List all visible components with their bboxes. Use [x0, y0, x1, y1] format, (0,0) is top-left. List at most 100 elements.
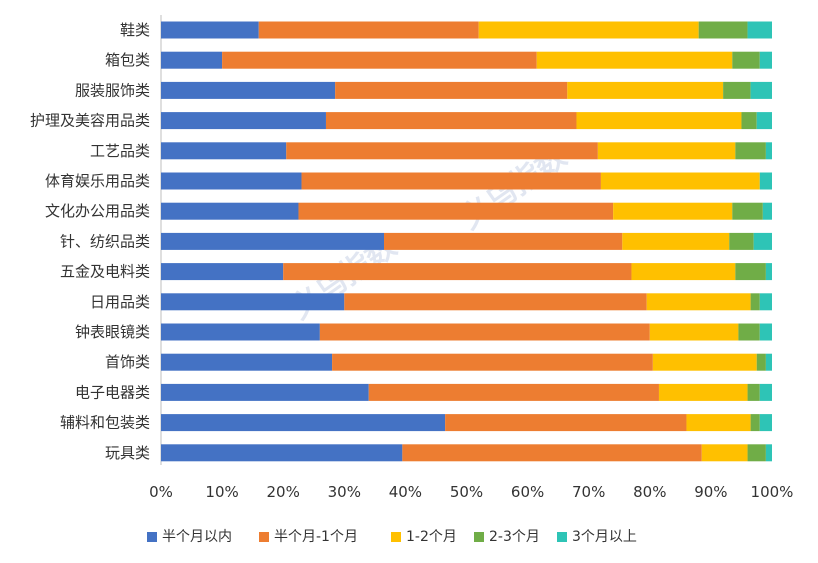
bar-segment-6-1	[298, 202, 614, 220]
category-labels: 鞋类箱包类服装服饰类护理及美容用品类工艺品类体育娱乐用品类文化办公用品类针、纺织…	[30, 21, 150, 462]
bar-segment-0-4	[747, 21, 772, 39]
bar-segment-5-2	[600, 172, 760, 190]
category-label-0: 鞋类	[120, 21, 150, 39]
bar-segment-13-1	[445, 414, 687, 432]
bar-segment-1-3	[732, 51, 760, 69]
bar-segment-2-4	[750, 81, 772, 99]
bar-segment-5-0	[161, 172, 302, 190]
bar-segment-0-2	[478, 21, 699, 39]
bar-segment-3-1	[325, 112, 577, 130]
bar-segment-12-0	[161, 383, 369, 401]
legend-swatch-0	[147, 532, 157, 542]
category-label-5: 体育娱乐用品类	[45, 172, 150, 190]
bar-segment-7-4	[753, 232, 772, 250]
bar-segment-2-1	[335, 81, 568, 99]
category-label-8: 五金及电料类	[60, 263, 150, 281]
bar-segment-7-2	[622, 232, 730, 250]
category-label-10: 钟表眼镜类	[75, 323, 150, 341]
bar-segment-3-2	[576, 112, 742, 130]
category-label-2: 服装服饰类	[75, 81, 150, 99]
bar-segment-10-2	[649, 323, 739, 341]
bar-segment-4-2	[597, 142, 736, 160]
bar-segment-10-3	[738, 323, 760, 341]
bar-segment-6-0	[161, 202, 299, 220]
bar-segment-5-4	[759, 172, 772, 190]
x-tick-label-6: 60%	[511, 483, 544, 501]
bar-segment-11-4	[765, 353, 772, 371]
bar-segment-5-1	[301, 172, 601, 190]
bar-segment-11-0	[161, 353, 333, 371]
bar-segment-6-2	[613, 202, 733, 220]
bar-segment-10-4	[759, 323, 772, 341]
bar-segment-1-0	[161, 51, 223, 69]
bar-segment-9-4	[759, 293, 772, 311]
bar-segment-6-4	[762, 202, 772, 220]
bar-segment-8-3	[735, 263, 766, 281]
bar-segment-12-2	[658, 383, 748, 401]
x-tick-label-3: 30%	[328, 483, 361, 501]
bar-segment-7-1	[384, 232, 623, 250]
x-tick-label-8: 80%	[633, 483, 666, 501]
bar-segment-12-4	[759, 383, 772, 401]
bars-layer	[161, 21, 772, 462]
bar-segment-2-2	[567, 81, 724, 99]
bar-segment-8-4	[765, 263, 772, 281]
bar-segment-0-1	[258, 21, 479, 39]
legend-swatch-4	[557, 532, 567, 542]
bar-segment-2-0	[161, 81, 336, 99]
bar-segment-11-2	[652, 353, 757, 371]
bar-segment-12-3	[747, 383, 760, 401]
bar-segment-3-4	[756, 112, 772, 130]
x-tick-label-7: 70%	[572, 483, 605, 501]
legend-label-0: 半个月以内	[162, 529, 232, 545]
bar-segment-9-1	[344, 293, 647, 311]
bar-segment-7-3	[729, 232, 754, 250]
bar-segment-8-2	[631, 263, 736, 281]
legend-label-1: 半个月-1个月	[274, 529, 358, 545]
bar-segment-13-4	[759, 414, 772, 432]
bar-segment-14-3	[747, 444, 766, 462]
bar-segment-8-1	[283, 263, 632, 281]
legend-label-2: 1-2个月	[406, 529, 457, 545]
legend-swatch-1	[259, 532, 269, 542]
category-label-6: 文化办公用品类	[45, 202, 150, 220]
legend: 半个月以内 半个月-1个月 1-2个月 2-3个月 3个月以上	[147, 529, 637, 545]
bar-segment-1-2	[536, 51, 733, 69]
bar-segment-3-3	[741, 112, 757, 130]
bar-segment-9-2	[646, 293, 751, 311]
x-tick-label-10: 100%	[751, 483, 794, 501]
bar-segment-11-1	[332, 353, 653, 371]
bar-segment-6-3	[732, 202, 763, 220]
x-tick-label-4: 40%	[389, 483, 422, 501]
bar-segment-13-0	[161, 414, 446, 432]
bar-segment-14-0	[161, 444, 403, 462]
category-label-4: 工艺品类	[90, 142, 150, 160]
bar-segment-7-0	[161, 232, 385, 250]
category-label-3: 护理及美容用品类	[30, 112, 150, 130]
category-label-13: 辅料和包装类	[60, 414, 150, 432]
legend-label-4: 3个月以上	[572, 529, 637, 545]
bar-segment-3-0	[161, 112, 326, 130]
bar-segment-14-4	[765, 444, 772, 462]
bar-segment-1-1	[222, 51, 537, 69]
bar-segment-4-0	[161, 142, 287, 160]
x-tick-labels: 0% 10% 20% 30% 40% 50% 60% 70% 80% 90% 100%	[149, 483, 793, 501]
bar-segment-8-0	[161, 263, 284, 281]
category-label-7: 针、纺织品类	[60, 232, 150, 250]
bar-segment-14-1	[402, 444, 702, 462]
bar-segment-10-1	[319, 323, 650, 341]
bar-segment-10-0	[161, 323, 320, 341]
bar-segment-4-3	[735, 142, 766, 160]
legend-label-3: 2-3个月	[489, 529, 540, 545]
x-tick-label-2: 20%	[267, 483, 300, 501]
x-tick-label-0: 0%	[149, 483, 173, 501]
bar-segment-2-3	[723, 81, 751, 99]
bar-segment-0-0	[161, 21, 259, 39]
bar-segment-9-0	[161, 293, 345, 311]
bar-segment-4-1	[286, 142, 598, 160]
category-label-14: 玩具类	[105, 444, 150, 462]
bar-segment-9-3	[750, 293, 760, 311]
bar-segment-13-3	[750, 414, 760, 432]
bar-segment-1-4	[759, 51, 772, 69]
